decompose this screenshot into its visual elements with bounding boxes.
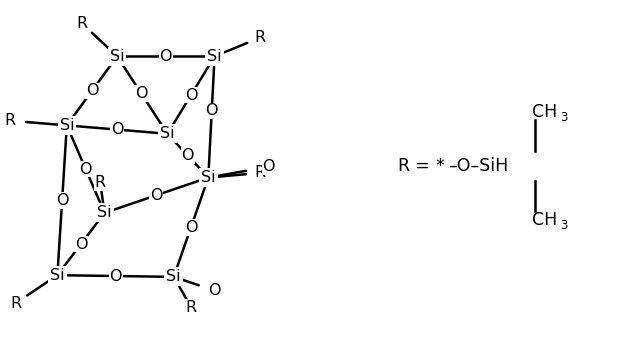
Text: O: O: [86, 83, 98, 98]
Text: O: O: [75, 237, 87, 252]
Text: CH: CH: [532, 103, 557, 121]
Text: R: R: [397, 157, 409, 175]
Text: 3: 3: [561, 111, 568, 125]
Text: R: R: [77, 16, 88, 31]
Text: R: R: [95, 175, 106, 190]
Text: Si: Si: [97, 205, 112, 220]
Text: O: O: [208, 283, 220, 298]
Text: Si: Si: [60, 118, 74, 133]
Text: O: O: [79, 162, 92, 177]
Text: Si: Si: [166, 269, 181, 284]
Text: R: R: [254, 30, 265, 45]
Text: O: O: [182, 148, 194, 163]
Text: O: O: [56, 193, 68, 208]
Text: Si: Si: [207, 49, 222, 64]
Text: O: O: [111, 122, 124, 137]
Text: R: R: [5, 113, 16, 128]
Text: *: *: [436, 157, 445, 175]
Text: O: O: [150, 188, 163, 203]
Text: O: O: [109, 268, 122, 284]
Text: O: O: [205, 104, 218, 118]
Text: Si: Si: [201, 170, 216, 185]
Text: O: O: [159, 49, 172, 64]
Text: R: R: [186, 299, 196, 315]
Text: –O–SiH: –O–SiH: [449, 157, 509, 175]
Text: O: O: [185, 88, 197, 102]
Text: R: R: [255, 165, 266, 180]
Text: R: R: [10, 296, 21, 311]
Text: Si: Si: [160, 126, 175, 141]
Text: Si: Si: [50, 268, 65, 283]
Text: O: O: [135, 86, 148, 101]
Text: 3: 3: [561, 219, 568, 232]
Text: Si: Si: [110, 49, 124, 64]
Text: CH: CH: [532, 211, 557, 229]
Text: O: O: [262, 159, 275, 174]
Text: =: =: [415, 157, 429, 175]
Text: O: O: [185, 220, 197, 235]
